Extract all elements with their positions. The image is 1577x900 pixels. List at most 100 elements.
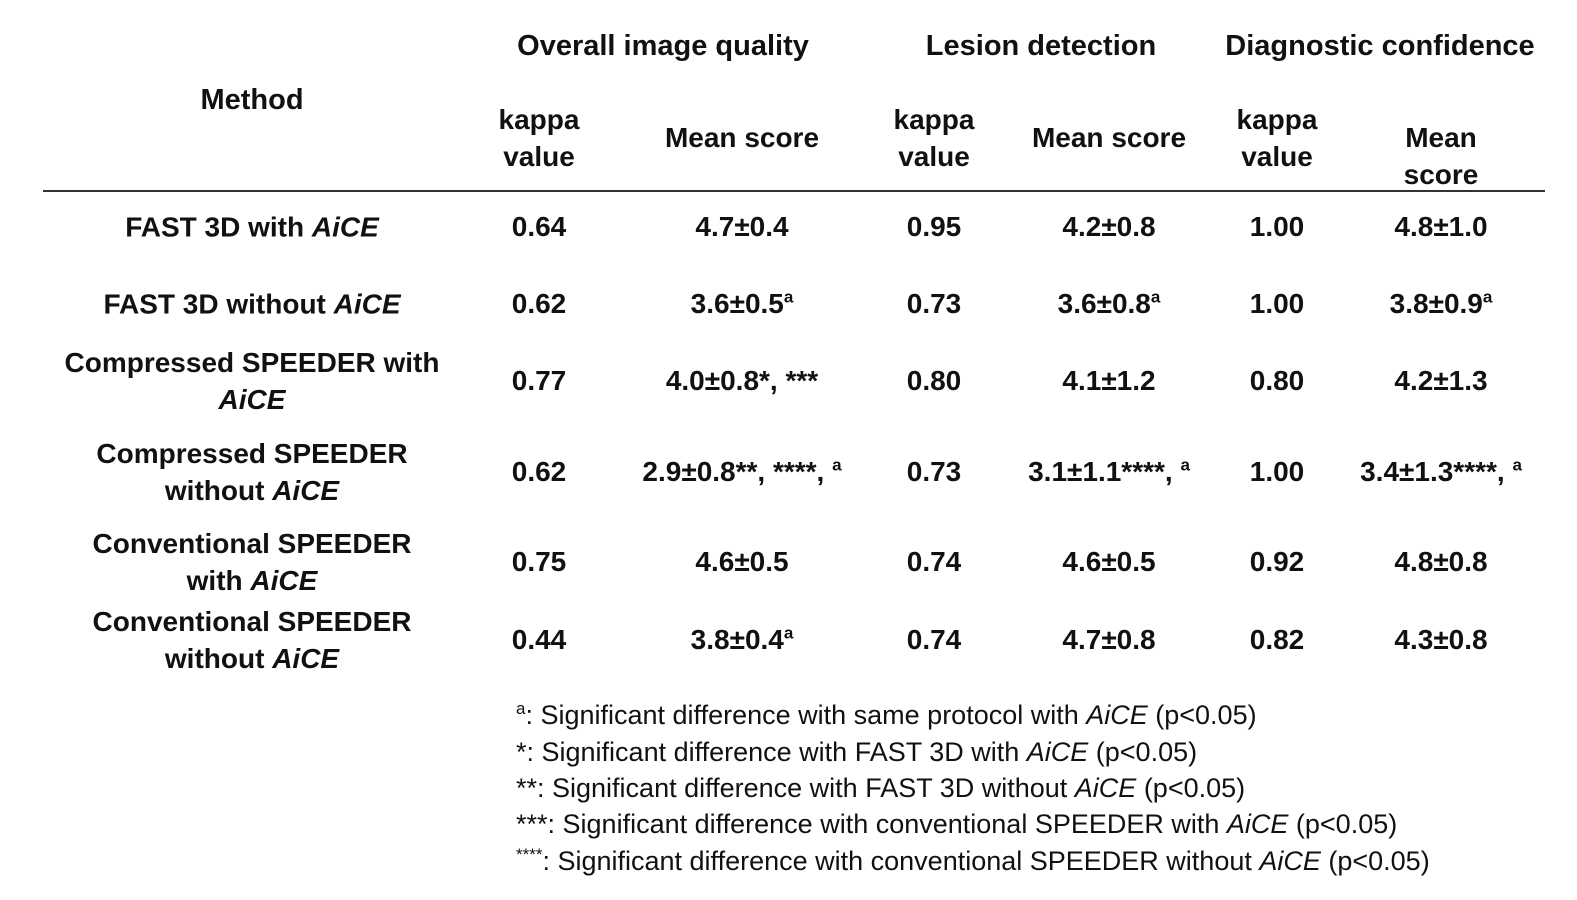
score-cell: 4.8±1.0 bbox=[1394, 211, 1487, 243]
method-cell: Conventional SPEEDER with AiCE bbox=[32, 525, 472, 599]
method-text: Compressed SPEEDER with bbox=[64, 347, 440, 378]
method-text: without bbox=[164, 643, 273, 674]
score-cell-value: 3.6±0.8 bbox=[1057, 288, 1151, 319]
score-cell: 3.8±0.4a bbox=[691, 624, 794, 656]
method-text: Conventional SPEEDER bbox=[92, 606, 412, 637]
kappa-cell: 0.74 bbox=[907, 624, 962, 656]
footnote-tail: (p<0.05) bbox=[1147, 700, 1257, 730]
score-cell: 4.3±0.8 bbox=[1394, 624, 1487, 656]
footnote-italic: AiCE bbox=[1226, 809, 1289, 839]
score-cell-value: 4.0±0.8*, *** bbox=[665, 365, 819, 396]
score-cell: 4.2±1.3 bbox=[1394, 365, 1487, 397]
footnote-text: : Significant difference with FAST 3D wi… bbox=[526, 737, 1027, 767]
score-cell: 3.8±0.9a bbox=[1390, 288, 1493, 320]
kappa-cell-value: 1.00 bbox=[1249, 288, 1305, 319]
superscript-mark: a bbox=[1150, 287, 1161, 307]
score-cell: 4.7±0.8 bbox=[1062, 624, 1155, 656]
kappa-cell-value: 0.80 bbox=[906, 365, 962, 396]
score-cell: 2.9±0.8**, ****, a bbox=[642, 456, 841, 488]
score-cell: 4.0±0.8*, *** bbox=[666, 365, 818, 397]
score-cell: 4.8±0.8 bbox=[1394, 546, 1487, 578]
score-cell: 4.6±0.5 bbox=[1062, 546, 1155, 578]
method-text: FAST 3D with bbox=[125, 211, 312, 243]
kappa-cell: 0.77 bbox=[512, 365, 567, 397]
score-cell-value: 4.7±0.8 bbox=[1062, 624, 1156, 655]
kappa-cell-value: 0.92 bbox=[1249, 546, 1305, 577]
kappa-header-3: kappa value bbox=[1236, 104, 1318, 172]
score-cell-value: 3.6±0.5 bbox=[690, 288, 784, 319]
superscript-mark: a bbox=[1512, 455, 1522, 475]
score-cell: 4.2±0.8 bbox=[1062, 211, 1155, 243]
footnote: ****: Significant difference with conven… bbox=[516, 846, 1430, 877]
method-italic: AiCE bbox=[218, 384, 286, 415]
score-cell-value: 4.1±1.2 bbox=[1062, 365, 1156, 396]
kappa-cell-value: 0.95 bbox=[906, 211, 962, 242]
method-italic: AiCE bbox=[311, 211, 379, 243]
score-cell-value: 3.8±0.4 bbox=[690, 624, 784, 655]
kappa-cell-value: 0.74 bbox=[906, 624, 962, 655]
kappa-cell: 0.73 bbox=[907, 456, 962, 488]
score-cell: 3.6±0.8a bbox=[1058, 288, 1161, 320]
footnote-tail: (p<0.05) bbox=[1320, 846, 1430, 876]
score-cell-value: 4.3±0.8 bbox=[1394, 624, 1488, 655]
footnote-mark: ** bbox=[516, 773, 538, 803]
score-cell-value: 2.9±0.8**, ****, bbox=[642, 456, 833, 487]
kappa-cell-value: 0.80 bbox=[1249, 365, 1305, 396]
superscript-mark: a bbox=[832, 455, 842, 475]
kappa-cell: 0.64 bbox=[512, 211, 567, 243]
kappa-cell: 0.95 bbox=[907, 211, 962, 243]
kappa-cell-value: 0.74 bbox=[906, 546, 962, 577]
method-cell: FAST 3D without AiCE bbox=[32, 286, 472, 323]
kappa-cell-value: 1.00 bbox=[1249, 456, 1305, 487]
kappa-cell-value: 0.44 bbox=[511, 624, 567, 655]
method-cell: FAST 3D with AiCE bbox=[32, 209, 472, 246]
header-divider bbox=[43, 190, 1545, 192]
score-cell-value: 4.6±0.5 bbox=[1062, 546, 1156, 577]
score-cell: 3.6±0.5a bbox=[691, 288, 794, 320]
score-cell-value: 4.6±0.5 bbox=[695, 546, 789, 577]
footnote-mark: **** bbox=[516, 845, 543, 864]
superscript-mark: a bbox=[783, 623, 794, 643]
score-cell: 3.4±1.3****, a bbox=[1360, 456, 1522, 488]
kappa-header-1: kappa value bbox=[498, 104, 580, 172]
mean-header-2: Mean score bbox=[1031, 122, 1187, 153]
footnote-italic: AiCE bbox=[1074, 773, 1137, 803]
kappa-cell: 0.80 bbox=[1250, 365, 1305, 397]
score-cell-value: 4.7±0.4 bbox=[695, 211, 789, 242]
kappa-cell-value: 0.73 bbox=[906, 456, 962, 487]
footnote: a: Significant difference with same prot… bbox=[516, 700, 1257, 731]
group-header-diagnostic-confidence: Diagnostic confidence bbox=[1225, 30, 1535, 62]
kappa-cell: 0.62 bbox=[512, 288, 567, 320]
kappa-cell: 0.62 bbox=[512, 456, 567, 488]
footnote-tail: (p<0.05) bbox=[1088, 737, 1198, 767]
kappa-header-2: kappa value bbox=[893, 104, 975, 172]
score-cell: 4.7±0.4 bbox=[695, 211, 788, 243]
score-cell-value: 3.8±0.9 bbox=[1389, 288, 1483, 319]
method-cell: Compressed SPEEDER without AiCE bbox=[32, 435, 472, 509]
footnote-text: : Significant difference with convention… bbox=[547, 809, 1227, 839]
footnote-mark: a bbox=[516, 699, 526, 718]
method-italic: AiCE bbox=[272, 643, 340, 674]
superscript-mark: a bbox=[783, 287, 794, 307]
footnote: *: Significant difference with FAST 3D w… bbox=[516, 737, 1197, 768]
footnote-text: : Significant difference with FAST 3D wi… bbox=[537, 773, 1075, 803]
kappa-cell: 0.82 bbox=[1250, 624, 1305, 656]
score-cell-value: 4.2±1.3 bbox=[1394, 365, 1488, 396]
method-italic: AiCE bbox=[272, 475, 340, 506]
kappa-cell-value: 0.75 bbox=[511, 546, 567, 577]
footnote: **: Significant difference with FAST 3D … bbox=[516, 773, 1245, 804]
kappa-cell: 0.80 bbox=[907, 365, 962, 397]
footnote-text: : Significant difference with same proto… bbox=[525, 700, 1087, 730]
kappa-cell-value: 0.62 bbox=[511, 456, 567, 487]
kappa-cell-value: 0.73 bbox=[906, 288, 962, 319]
kappa-cell: 0.74 bbox=[907, 546, 962, 578]
kappa-cell: 0.92 bbox=[1250, 546, 1305, 578]
footnote-tail: (p<0.05) bbox=[1288, 809, 1398, 839]
score-cell-value: 4.2±0.8 bbox=[1062, 211, 1156, 242]
score-cell-value: 3.4±1.3****, bbox=[1360, 456, 1513, 487]
mean-header-1: Mean score bbox=[664, 122, 820, 153]
superscript-mark: a bbox=[1482, 287, 1493, 307]
kappa-cell: 0.44 bbox=[512, 624, 567, 656]
kappa-cell-value: 0.77 bbox=[511, 365, 567, 396]
superscript-mark: a bbox=[1180, 455, 1190, 475]
